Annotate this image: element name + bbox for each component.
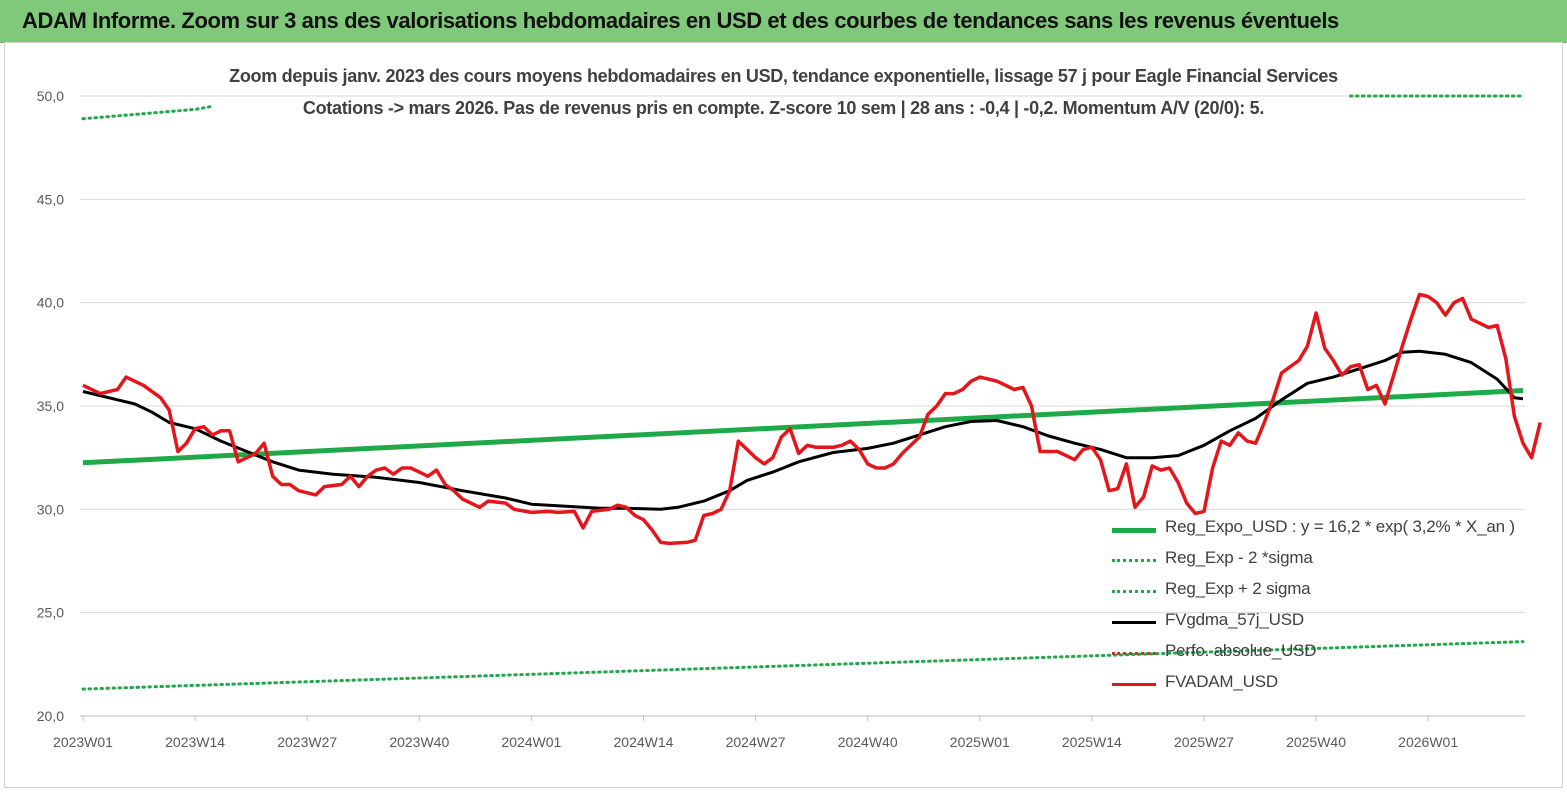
x-tick-label: 2023W27 — [277, 734, 337, 750]
legend-swatch — [1112, 621, 1156, 624]
legend-swatch — [1112, 590, 1156, 593]
chart-title-line1: Zoom depuis janv. 2023 des cours moyens … — [229, 66, 1338, 86]
series-line — [82, 388, 1524, 466]
legend-swatch — [1112, 683, 1156, 686]
x-tick-label: 2025W40 — [1286, 734, 1346, 750]
legend-swatch — [1112, 559, 1156, 562]
y-tick-label: 20,0 — [37, 708, 64, 724]
legend-label: Reg_Exp + 2 sigma — [1165, 579, 1311, 598]
x-tick-label: 2025W01 — [950, 734, 1010, 750]
y-axis-ticks: 20,0 25,0 30,0 35,0 40,0 45,0 50,0 — [37, 88, 64, 724]
series-line — [82, 292, 1542, 546]
y-tick-label: 45,0 — [37, 191, 64, 207]
x-tick-label: 2024W27 — [726, 734, 786, 750]
y-tick-label: 50,0 — [37, 88, 64, 104]
legend-label: FVADAM_USD — [1165, 672, 1278, 691]
series-line — [81, 104, 214, 121]
legend-label: FVgdma_57j_USD — [1165, 610, 1304, 629]
report-banner: ADAM Informe. Zoom sur 3 ans des valoris… — [0, 0, 1567, 43]
y-tick-label: 35,0 — [37, 398, 64, 414]
chart-series — [81, 94, 1542, 691]
y-tick-label: 40,0 — [37, 295, 64, 311]
legend-label: Reg_Exp - 2 *sigma — [1165, 548, 1313, 567]
legend-swatch — [1112, 528, 1156, 533]
x-tick-label: 2024W40 — [838, 734, 898, 750]
x-tick-label: 2025W14 — [1062, 734, 1122, 750]
chart-grid — [80, 95, 1525, 614]
series-line — [82, 349, 1524, 511]
legend-swatch — [1112, 652, 1156, 655]
x-tick-label: 2023W40 — [389, 734, 449, 750]
x-tick-label: 2023W14 — [165, 734, 225, 750]
series-line — [81, 640, 1525, 691]
legend-label: Reg_Expo_USD : y = 16,2 * exp( 3,2% * X_… — [1165, 517, 1515, 536]
x-tick-label: 2026W01 — [1398, 734, 1458, 750]
x-axis-ticks: 2023W01 2023W14 2023W27 2023W40 2024W01 2024W… — [53, 716, 1458, 750]
x-tick-label: 2025W27 — [1174, 734, 1234, 750]
y-tick-label: 30,0 — [37, 501, 64, 517]
report-banner-title: ADAM Informe. Zoom sur 3 ans des valoris… — [22, 8, 1339, 33]
x-tick-label: 2023W01 — [53, 734, 113, 750]
legend-label: Perfo. absolue_USD — [1165, 641, 1317, 660]
chart-frame — [4, 42, 1563, 788]
x-tick-label: 2024W01 — [501, 734, 561, 750]
x-tick-label: 2024W14 — [614, 734, 674, 750]
y-tick-label: 25,0 — [37, 605, 64, 621]
chart-title-line2: Cotations -> mars 2026. Pas de revenus p… — [302, 98, 1265, 118]
